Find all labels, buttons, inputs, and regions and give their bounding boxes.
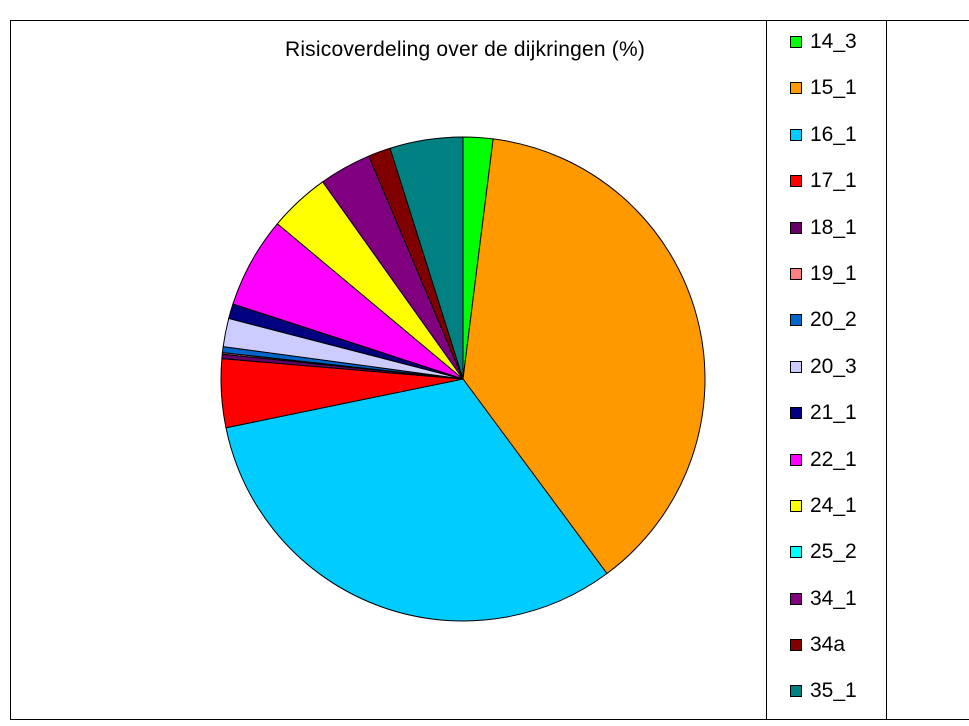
pie-chart bbox=[220, 136, 706, 622]
legend: 14_3 15_1 16_1 17_1 18_1 19_1 20_2 20_3 21_1 22_1… bbox=[790, 30, 880, 726]
legend-label: 17_1 bbox=[810, 169, 857, 193]
legend-swatch bbox=[790, 592, 802, 605]
legend-swatch bbox=[790, 221, 802, 234]
legend-item: 15_1 bbox=[790, 76, 880, 122]
pie-slice-15_1 bbox=[462, 138, 706, 575]
legend-item: 24_1 bbox=[790, 494, 880, 540]
legend-item: 14_3 bbox=[790, 30, 880, 76]
legend-swatch bbox=[790, 639, 802, 652]
pie-slice-35_1 bbox=[389, 136, 464, 380]
legend-label: 15_1 bbox=[810, 76, 857, 100]
legend-swatch bbox=[790, 267, 802, 280]
legend-label: 18_1 bbox=[810, 215, 857, 239]
legend-label: 16_1 bbox=[810, 122, 857, 146]
legend-item: 20_3 bbox=[790, 355, 880, 401]
legend-label: 14_3 bbox=[810, 30, 857, 53]
legend-label: 25_2 bbox=[810, 540, 857, 564]
legend-label: 34a bbox=[810, 633, 846, 657]
legend-label: 20_2 bbox=[810, 308, 857, 332]
legend-divider-left bbox=[766, 20, 767, 720]
legend-swatch bbox=[790, 314, 802, 327]
legend-swatch bbox=[790, 82, 802, 95]
legend-swatch bbox=[790, 499, 802, 512]
legend-item: 34_1 bbox=[790, 587, 880, 633]
legend-label: 35_1 bbox=[810, 679, 857, 703]
legend-swatch bbox=[790, 360, 802, 373]
legend-label: 24_1 bbox=[810, 493, 857, 517]
legend-label: 20_3 bbox=[810, 354, 857, 378]
legend-item: 25_2 bbox=[790, 540, 880, 586]
legend-divider-right bbox=[886, 20, 887, 720]
legend-item: 20_2 bbox=[790, 308, 880, 354]
legend-item: 35_1 bbox=[790, 679, 880, 725]
legend-item: 16_1 bbox=[790, 123, 880, 169]
legend-swatch bbox=[790, 128, 802, 141]
pie-slice-16_1 bbox=[225, 378, 608, 622]
legend-swatch bbox=[790, 546, 802, 559]
legend-label: 34_1 bbox=[810, 586, 857, 610]
chart-title: Risicoverdeling over de dijkringen (%) bbox=[284, 38, 646, 61]
legend-label: 21_1 bbox=[810, 401, 857, 425]
legend-swatch bbox=[790, 407, 802, 420]
legend-label: 19_1 bbox=[810, 261, 857, 285]
legend-swatch bbox=[790, 175, 802, 188]
legend-item: 22_1 bbox=[790, 448, 880, 494]
legend-item: 34a bbox=[790, 633, 880, 679]
legend-item: 19_1 bbox=[790, 262, 880, 308]
legend-item: 17_1 bbox=[790, 169, 880, 215]
legend-item: 21_1 bbox=[790, 401, 880, 447]
legend-item: 18_1 bbox=[790, 216, 880, 262]
legend-swatch bbox=[790, 453, 802, 466]
legend-swatch bbox=[790, 36, 802, 48]
legend-label: 22_1 bbox=[810, 447, 857, 471]
legend-swatch bbox=[790, 685, 802, 698]
